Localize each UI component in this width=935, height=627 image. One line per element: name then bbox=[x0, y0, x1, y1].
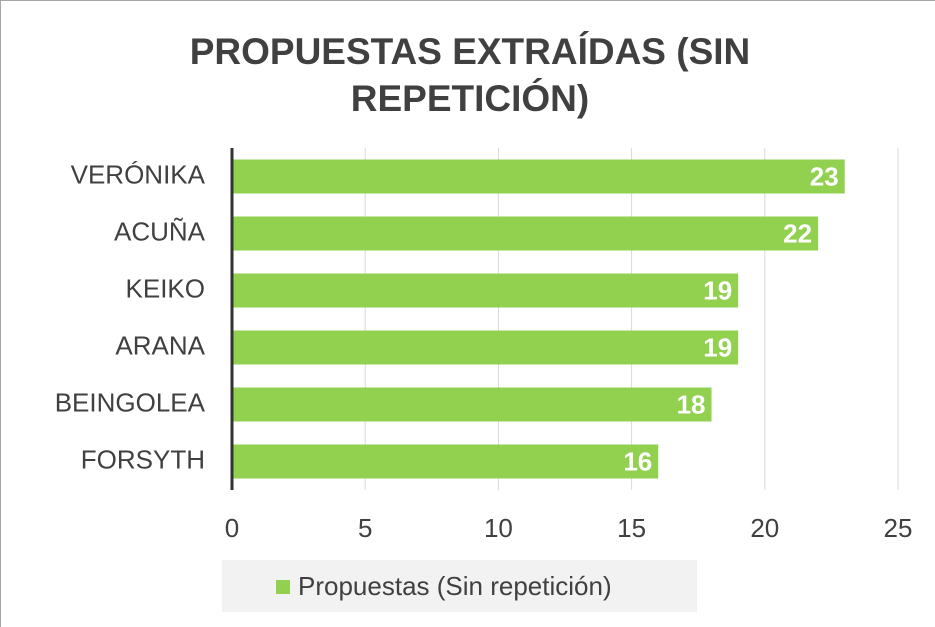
y-tick-label: KEIKO bbox=[126, 273, 205, 303]
bar bbox=[232, 444, 659, 479]
x-tick-label: 25 bbox=[884, 513, 913, 543]
data-label: 19 bbox=[703, 332, 732, 362]
x-tick-label: 15 bbox=[617, 513, 646, 543]
y-tick-label: ACUÑA bbox=[114, 216, 206, 246]
y-tick-label: BEINGOLEA bbox=[55, 387, 206, 417]
x-tick-label: 10 bbox=[484, 513, 513, 543]
data-label: 23 bbox=[810, 161, 839, 191]
y-tick-label: FORSYTH bbox=[81, 444, 205, 474]
bar bbox=[232, 273, 739, 308]
y-tick-label: VERÓNIKA bbox=[71, 159, 206, 189]
bar bbox=[232, 159, 845, 194]
data-label: 18 bbox=[677, 389, 706, 419]
data-label: 16 bbox=[623, 446, 652, 476]
legend-box bbox=[222, 560, 697, 612]
legend-label: Propuestas (Sin repetición) bbox=[298, 571, 612, 601]
x-tick-label: 20 bbox=[750, 513, 779, 543]
x-tick-label: 0 bbox=[225, 513, 239, 543]
legend-swatch bbox=[276, 580, 290, 594]
x-tick-label: 5 bbox=[358, 513, 372, 543]
bar bbox=[232, 387, 712, 422]
data-label: 22 bbox=[783, 218, 812, 248]
bar bbox=[232, 330, 739, 365]
bar bbox=[232, 216, 819, 251]
y-tick-label: ARANA bbox=[115, 330, 205, 360]
data-label: 19 bbox=[703, 275, 732, 305]
chart-title: PROPUESTAS EXTRAÍDAS (SIN REPETICIÓN) bbox=[189, 31, 751, 119]
